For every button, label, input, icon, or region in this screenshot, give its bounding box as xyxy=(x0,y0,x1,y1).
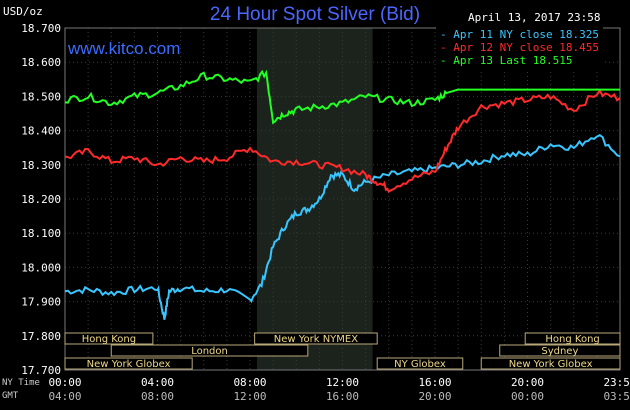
market-session-label: New York Globex xyxy=(509,359,593,370)
gmt-label: GMT xyxy=(2,391,19,401)
y-tick-label: 18.600 xyxy=(21,56,61,69)
plot-frame xyxy=(64,27,621,371)
y-tick-label: 18.000 xyxy=(21,261,61,274)
market-session-label: New York NYMEX xyxy=(274,334,359,345)
market-session-bar xyxy=(254,332,378,345)
x-tick-label-gmt: 08:00 xyxy=(141,390,174,403)
market-session-label: New York Globex xyxy=(87,359,171,370)
legend-item-apr13: - Apr 13 Last 18.515 xyxy=(440,54,573,67)
x-tick-label-ny: 12:00 xyxy=(326,376,359,389)
y-tick-label: 18.500 xyxy=(21,90,61,103)
x-tick-label-ny: 16:00 xyxy=(418,376,451,389)
series-line-2 xyxy=(64,88,621,193)
market-session-bar xyxy=(376,357,464,370)
y-tick-label: 18.200 xyxy=(21,193,61,206)
chart-timestamp: April 13, 2017 23:58 xyxy=(468,11,601,24)
legend-item-apr12: - Apr 12 NY close 18.455 xyxy=(440,41,599,54)
y-axis-unit: USD/oz xyxy=(3,5,43,18)
y-tick-label: 18.400 xyxy=(21,125,61,138)
y-tick-label: 18.700 xyxy=(21,22,61,35)
series-line-3 xyxy=(64,69,620,125)
market-session-label: Hong Kong xyxy=(545,334,599,345)
market-session-label: London xyxy=(191,346,228,357)
y-tick-label: 18.300 xyxy=(21,159,61,172)
market-session-bar xyxy=(64,332,154,345)
x-tick-label-ny: 08:00 xyxy=(233,376,266,389)
x-tick-label-gmt: 20:00 xyxy=(418,390,451,403)
x-tick-label-gmt: 04:00 xyxy=(48,390,81,403)
legend: - Apr 11 NY close 18.325 - Apr 12 NY clo… xyxy=(436,26,603,69)
y-tick-label: 17.800 xyxy=(21,330,61,343)
x-tick-label-gmt: 16:00 xyxy=(326,390,359,403)
site-link[interactable]: www.kitco.com xyxy=(68,39,181,58)
ny-time-label: NY Time xyxy=(2,378,40,388)
x-tick-label-gmt: 00:00 xyxy=(511,390,544,403)
x-tick-label-gmt: 12:00 xyxy=(233,390,266,403)
x-tick-label-ny: 23:59 xyxy=(603,376,630,389)
market-session-bar xyxy=(64,357,193,370)
series-line-1 xyxy=(64,134,621,320)
x-tick-label-ny: 04:00 xyxy=(141,376,174,389)
market-session-bar xyxy=(499,344,621,357)
market-session-label: Sydney xyxy=(541,346,578,357)
x-tick-label-ny: 20:00 xyxy=(511,376,544,389)
y-tick-label: 17.700 xyxy=(21,364,61,377)
market-session-bar xyxy=(524,332,621,345)
market-session-bar xyxy=(110,344,309,357)
chart-title: 24 Hour Spot Silver (Bid) xyxy=(209,4,421,25)
legend-item-apr11: - Apr 11 NY close 18.325 xyxy=(440,28,599,41)
market-session-label: NY Globex xyxy=(394,359,446,370)
y-tick-label: 18.100 xyxy=(21,227,61,240)
x-tick-label-gmt: 03:59 xyxy=(603,390,630,403)
session-highlight xyxy=(256,28,373,370)
x-tick-label-ny: 00:00 xyxy=(48,376,81,389)
market-session-label: Hong Kong xyxy=(82,334,136,345)
y-tick-label: 17.900 xyxy=(21,296,61,309)
market-session-bar xyxy=(480,357,621,370)
